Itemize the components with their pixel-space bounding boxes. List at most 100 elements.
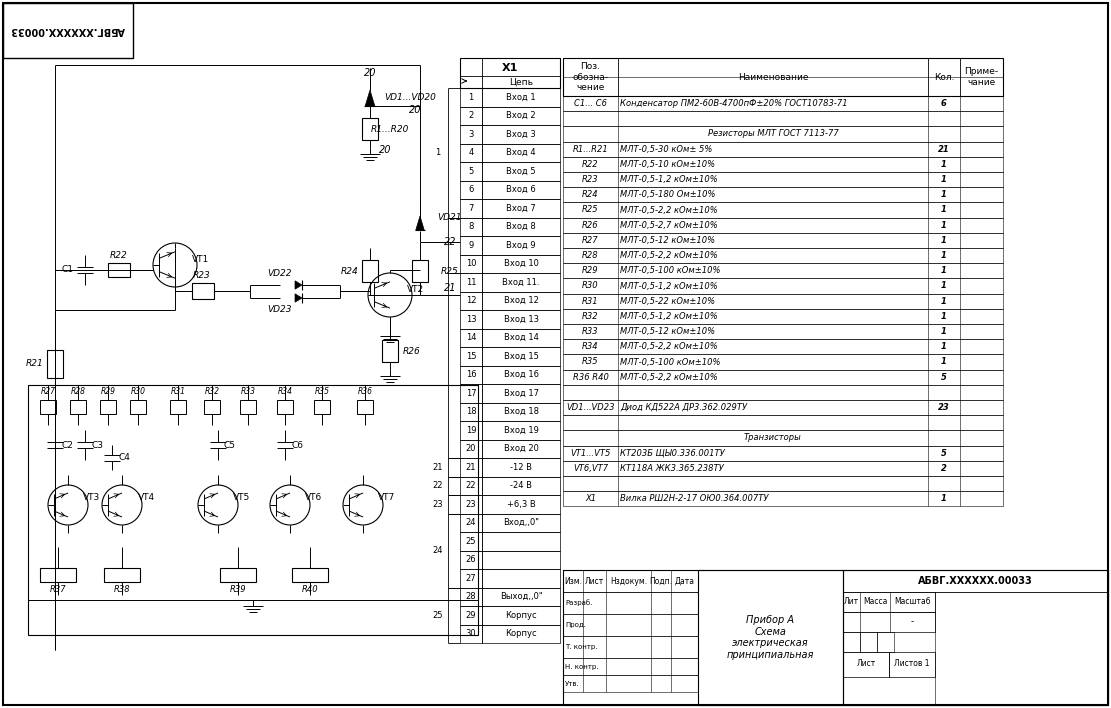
Bar	[889, 652, 935, 677]
Text: 21: 21	[433, 463, 443, 472]
Text: R1...R20: R1...R20	[371, 125, 409, 134]
Text: МЛТ-0,5-2,7 кОм±10%: МЛТ-0,5-2,7 кОм±10%	[620, 221, 718, 229]
Text: +6,3 В: +6,3 В	[507, 500, 536, 509]
Bar	[482, 217, 560, 236]
Bar	[108, 263, 130, 277]
Text: Вход 9: Вход 9	[507, 241, 536, 250]
Text: Вход 2: Вход 2	[507, 111, 536, 120]
Bar	[563, 614, 698, 636]
Text: 5: 5	[469, 167, 473, 176]
Text: МЛТ-0,5-22 кОм±10%: МЛТ-0,5-22 кОм±10%	[620, 297, 715, 306]
Bar	[460, 58, 560, 88]
Bar	[482, 329, 560, 347]
Text: VD1...VD20: VD1...VD20	[384, 93, 436, 103]
Text: 27: 27	[466, 573, 477, 583]
Text: Н. контр.: Н. контр.	[565, 663, 599, 670]
Text: R33: R33	[582, 327, 599, 336]
Text: 1: 1	[469, 93, 473, 102]
Text: МЛТ-0,5-2,2 кОм±10%: МЛТ-0,5-2,2 кОм±10%	[620, 251, 718, 260]
Text: 28: 28	[466, 593, 477, 601]
Bar	[460, 347, 482, 365]
Bar	[843, 592, 935, 612]
Bar	[482, 495, 560, 513]
Text: Приме-
чание: Приме- чание	[964, 67, 999, 86]
Text: Прибор А
Схема
электрическая
принципиальная: Прибор А Схема электрическая принципиаль…	[727, 615, 814, 660]
Text: 9: 9	[469, 241, 473, 250]
Bar	[563, 324, 1003, 339]
Bar	[563, 400, 1003, 415]
Text: Наименование: Наименование	[738, 72, 808, 81]
Text: R22: R22	[110, 251, 128, 260]
Text: Утв.: Утв.	[565, 680, 580, 687]
Bar	[563, 370, 1003, 385]
Text: Нздокум.: Нздокум.	[610, 576, 647, 586]
Bar	[277, 400, 293, 414]
Text: КТ203Б ЩЫ0.336.001ТУ: КТ203Б ЩЫ0.336.001ТУ	[620, 449, 724, 457]
Bar	[100, 400, 116, 414]
Text: 23: 23	[938, 403, 950, 412]
Text: Конденсатор ПМ2-60В-4700пФ±20% ГОСТ10783-71: Конденсатор ПМ2-60В-4700пФ±20% ГОСТ10783…	[620, 99, 848, 108]
Text: 24: 24	[466, 518, 477, 527]
Bar	[563, 294, 1003, 309]
Text: Вход 14: Вход 14	[503, 333, 539, 342]
Bar	[563, 658, 698, 675]
Text: 20: 20	[379, 145, 391, 155]
Bar	[563, 111, 1003, 127]
Bar	[47, 350, 63, 378]
Bar	[843, 612, 935, 632]
Text: R23: R23	[193, 270, 211, 280]
Text: 20: 20	[409, 105, 421, 115]
Bar	[460, 236, 482, 254]
Bar	[482, 236, 560, 254]
Bar	[40, 568, 76, 582]
Text: R31: R31	[170, 387, 186, 396]
Bar	[170, 400, 186, 414]
Bar	[482, 365, 560, 384]
Bar	[482, 476, 560, 495]
Text: Вход 18: Вход 18	[503, 407, 539, 416]
Text: 1: 1	[941, 327, 947, 336]
Bar	[563, 476, 1003, 491]
Text: R29: R29	[582, 266, 599, 275]
Bar	[482, 403, 560, 421]
Text: 7: 7	[469, 204, 473, 212]
Bar	[482, 254, 560, 273]
Bar	[563, 570, 698, 592]
Text: Вход,,0": Вход,,0"	[503, 518, 539, 527]
Text: R27: R27	[582, 236, 599, 245]
Bar	[563, 172, 1003, 187]
Bar	[563, 339, 1003, 355]
Text: X1: X1	[502, 63, 518, 73]
Text: -12 В: -12 В	[510, 463, 532, 472]
Text: Лит: Лит	[844, 598, 859, 607]
Bar	[563, 636, 698, 658]
Text: Вход 20: Вход 20	[503, 444, 539, 453]
Bar	[563, 233, 1003, 248]
Text: Вход 10: Вход 10	[503, 259, 539, 268]
Text: 5: 5	[941, 372, 947, 382]
Bar	[3, 3, 133, 58]
Polygon shape	[296, 281, 302, 289]
Text: R34: R34	[278, 387, 292, 396]
Text: VD1...VD23: VD1...VD23	[567, 403, 614, 412]
Text: 1: 1	[941, 266, 947, 275]
Text: Вход 1: Вход 1	[507, 93, 536, 102]
Text: 1: 1	[941, 221, 947, 229]
Text: 26: 26	[466, 555, 477, 564]
Bar	[482, 88, 560, 106]
Bar	[482, 551, 560, 569]
Text: R40: R40	[302, 585, 319, 593]
Text: VT6: VT6	[306, 493, 322, 501]
Bar	[563, 263, 1003, 278]
Text: C2: C2	[61, 440, 73, 450]
Text: R30: R30	[130, 387, 146, 396]
Text: 1: 1	[941, 236, 947, 245]
Bar	[357, 400, 373, 414]
Text: R30: R30	[582, 282, 599, 290]
Text: 20: 20	[466, 444, 477, 453]
Bar	[843, 570, 1108, 592]
Text: МЛТ-0,5-1,2 кОм±10%: МЛТ-0,5-1,2 кОм±10%	[620, 312, 718, 321]
Text: Подп.: Подп.	[650, 576, 672, 586]
Bar	[412, 260, 428, 282]
Text: 18: 18	[466, 407, 477, 416]
